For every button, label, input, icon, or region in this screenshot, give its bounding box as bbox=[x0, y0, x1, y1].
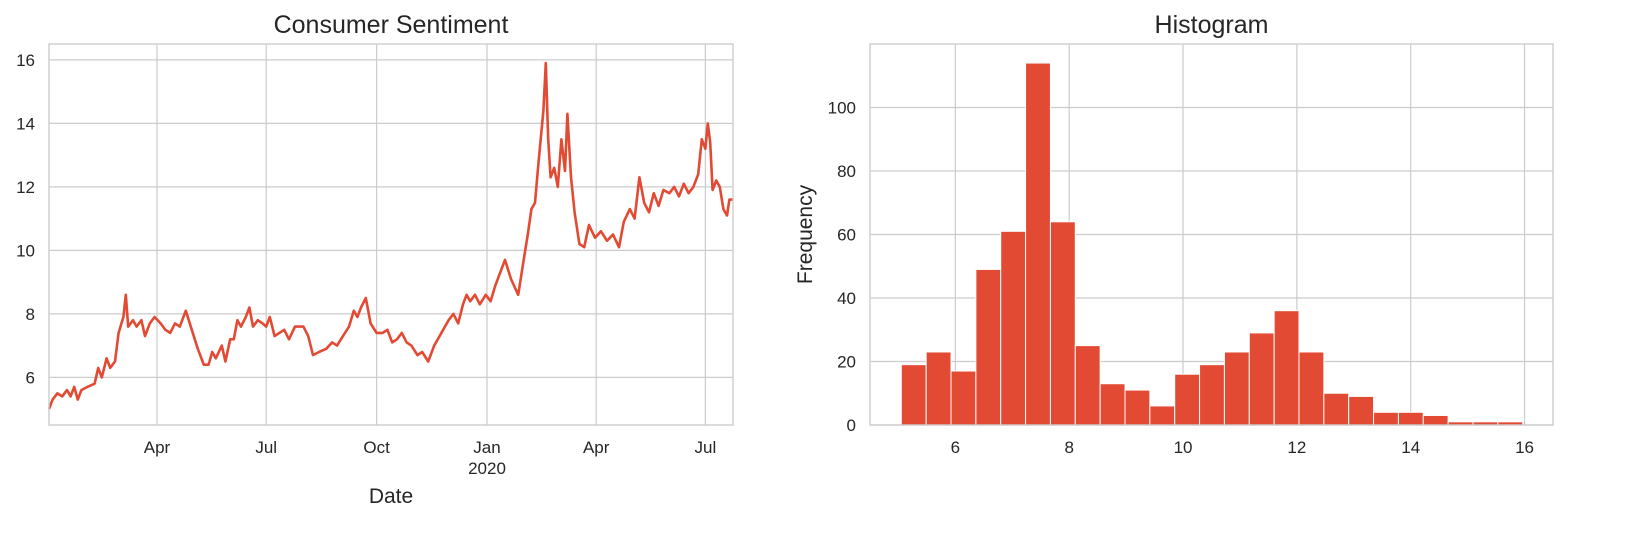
histogram-bar bbox=[1049, 221, 1076, 426]
histogram-y-tick-label: 40 bbox=[837, 289, 856, 308]
histogram-bar bbox=[950, 370, 977, 426]
histogram-y-tick-label: 60 bbox=[837, 226, 856, 245]
line-chart: 6 8 10 12 14 16 Apr Jul Oct Jan 2020 Apr Jul Consume… bbox=[16, 11, 734, 508]
line-chart-y-tick-label: 8 bbox=[26, 305, 35, 324]
histogram-bar bbox=[1422, 414, 1449, 426]
histogram-bar bbox=[1074, 345, 1101, 426]
histogram-frame bbox=[869, 43, 1554, 426]
histogram-x-tick-label: 6 bbox=[951, 438, 960, 457]
histogram-bar bbox=[1199, 364, 1225, 426]
histogram-bar bbox=[1174, 373, 1201, 426]
line-chart-frame bbox=[48, 43, 734, 426]
histogram-bars bbox=[900, 62, 1524, 426]
line-chart-x-tick-label: Jan bbox=[473, 438, 500, 457]
histogram-y-tick-label: 100 bbox=[828, 99, 856, 118]
histogram-bar bbox=[1373, 411, 1399, 426]
histogram-x-tick-label: 8 bbox=[1064, 438, 1073, 457]
histogram-bar bbox=[1149, 405, 1176, 426]
histogram-bar bbox=[975, 268, 1002, 426]
line-chart-series bbox=[47, 61, 733, 410]
histogram-bar bbox=[1223, 351, 1250, 426]
histogram-bar bbox=[1025, 62, 1051, 426]
histogram-y-axis-label: Frequency bbox=[794, 184, 817, 284]
histogram-bar bbox=[1248, 332, 1275, 426]
line-chart-x-tick-sublabel: 2020 bbox=[468, 459, 506, 478]
histogram-y-tick-label: 20 bbox=[837, 353, 856, 372]
histogram-y-tick-label: 0 bbox=[847, 416, 856, 435]
line-chart-y-tick-label: 12 bbox=[16, 178, 35, 197]
histogram-y-tick-label: 80 bbox=[837, 162, 856, 181]
histogram-bar bbox=[1273, 310, 1300, 426]
histogram-x-tick-label: 10 bbox=[1174, 438, 1193, 457]
line-chart-x-tick-label: Apr bbox=[144, 438, 171, 457]
histogram-x-tick-label: 16 bbox=[1515, 438, 1534, 457]
line-chart-y-tick-label: 14 bbox=[16, 114, 35, 133]
line-chart-x-tick-label: Jul bbox=[255, 438, 277, 457]
line-chart-x-tick-label: Oct bbox=[363, 438, 390, 457]
histogram-bar bbox=[1348, 395, 1375, 426]
histogram-chart: 0 20 40 60 80 100 6 8 10 12 14 16 Histogram Frequen… bbox=[794, 11, 1554, 458]
histogram-bar bbox=[900, 364, 927, 426]
histogram-ticks: 0 20 40 60 80 100 6 8 10 12 14 16 bbox=[828, 99, 1534, 458]
histogram-x-tick-label: 14 bbox=[1401, 438, 1420, 457]
histogram-x-tick-label: 12 bbox=[1287, 438, 1306, 457]
line-chart-x-tick-label: Apr bbox=[583, 438, 610, 457]
histogram-bar bbox=[1397, 411, 1424, 426]
line-chart-x-tick-label: Jul bbox=[695, 438, 717, 457]
histogram-bar bbox=[1099, 383, 1126, 426]
line-chart-ticks: 6 8 10 12 14 16 Apr Jul Oct Jan 2020 Apr Jul bbox=[16, 51, 716, 478]
histogram-bar bbox=[1124, 389, 1151, 426]
line-chart-grid bbox=[49, 44, 733, 425]
line-chart-y-tick-label: 6 bbox=[26, 368, 35, 387]
line-chart-y-tick-label: 16 bbox=[16, 51, 35, 70]
histogram-bar bbox=[1323, 392, 1350, 426]
histogram-bar bbox=[925, 351, 952, 426]
line-chart-series-line bbox=[47, 61, 733, 410]
line-chart-title: Consumer Sentiment bbox=[274, 11, 509, 39]
histogram-title: Histogram bbox=[1155, 11, 1269, 39]
line-chart-y-tick-label: 10 bbox=[16, 241, 35, 260]
line-chart-x-axis-label: Date bbox=[369, 485, 413, 508]
histogram-bar bbox=[1298, 351, 1325, 426]
histogram-bar bbox=[1000, 230, 1027, 426]
